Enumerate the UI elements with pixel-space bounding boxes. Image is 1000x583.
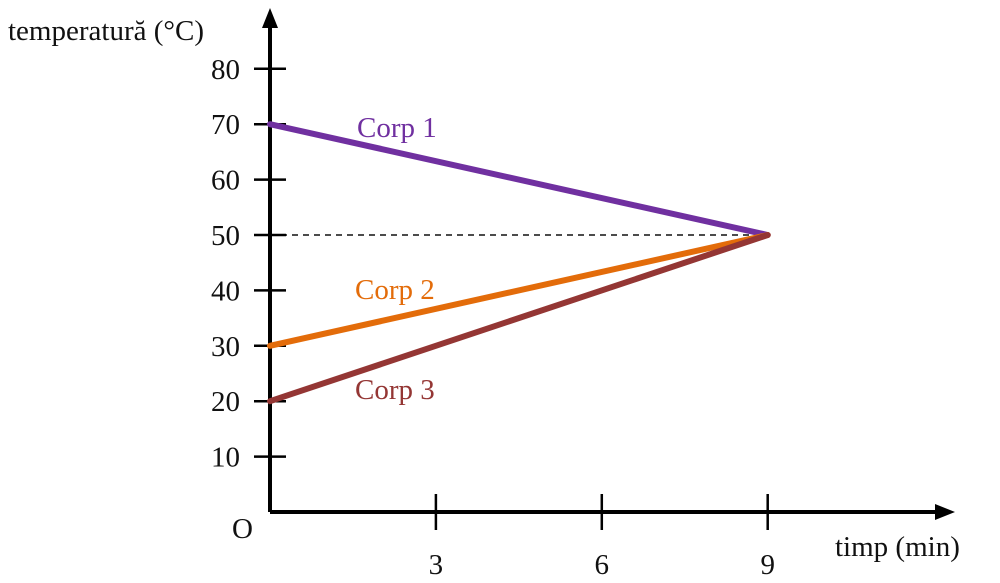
x-axis-title: timp (min)	[835, 531, 960, 563]
series-label-1: Corp 1	[357, 112, 437, 144]
y-tick-label-80: 80	[211, 54, 240, 86]
y-tick-label-10: 10	[211, 442, 240, 474]
y-tick-label-70: 70	[211, 109, 240, 141]
y-tick-label-60: 60	[211, 165, 240, 197]
series-line-2	[267, 232, 771, 349]
x-tick-label-6: 6	[595, 549, 610, 581]
x-tick-label-3: 3	[429, 549, 444, 581]
y-axis-title: temperatură (°C)	[8, 15, 204, 47]
x-axis-arrow	[935, 504, 955, 520]
series-layer	[267, 121, 771, 405]
series-label-2: Corp 2	[355, 274, 435, 306]
y-tick-label-50: 50	[211, 220, 240, 252]
y-tick-label-40: 40	[211, 275, 240, 307]
series-line-3	[267, 232, 771, 405]
series-label-3: Corp 3	[355, 374, 435, 406]
series-line-1	[267, 121, 771, 238]
y-axis-arrow	[262, 8, 278, 28]
origin-label: O	[232, 513, 253, 545]
x-tick-label-9: 9	[760, 549, 775, 581]
labels-layer: temperatură (°C) timp (min) O 10 20 30 40 50…	[8, 15, 960, 581]
y-tick-label-20: 20	[211, 386, 240, 418]
y-tick-label-30: 30	[211, 331, 240, 363]
